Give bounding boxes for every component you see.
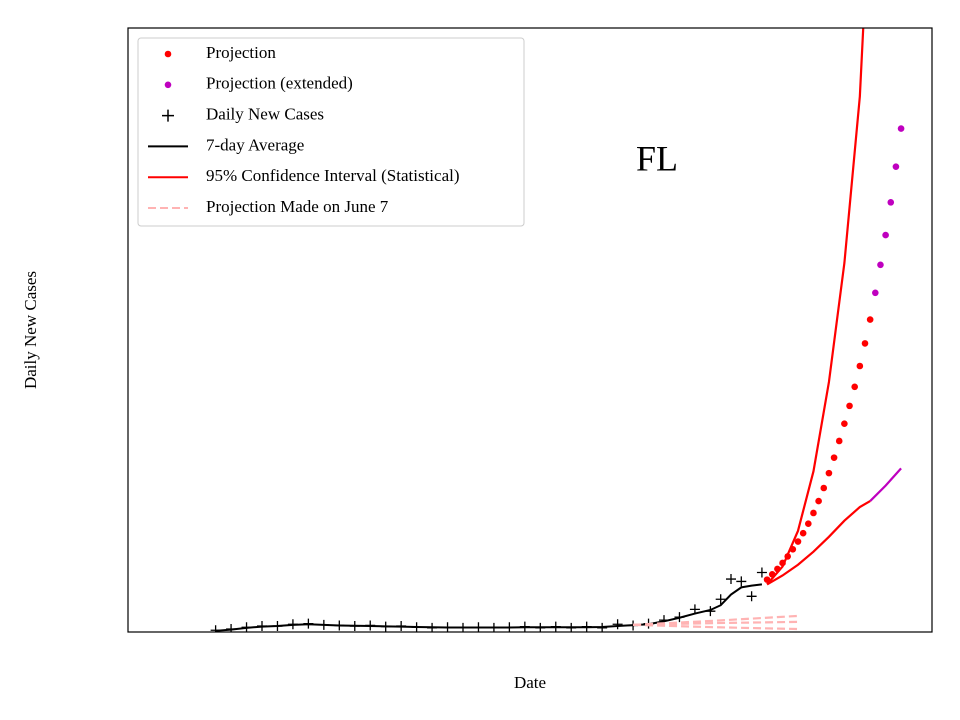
daily-case-marker <box>736 576 747 587</box>
projection-dot <box>846 402 853 410</box>
legend: Projection Projection (extended) Daily New… <box>137 37 525 227</box>
projection-dot <box>794 538 802 545</box>
daily-case-marker <box>726 574 736 585</box>
annotation: FL <box>636 138 678 178</box>
june7-projection-line <box>633 614 799 626</box>
projection-dot <box>835 437 843 445</box>
projection-dot <box>897 125 905 132</box>
projection-dot <box>841 420 848 428</box>
legend-label: Projection <box>206 43 276 62</box>
x-axis-label: Date <box>514 673 546 692</box>
projection-dot <box>815 497 822 505</box>
projection-dot <box>872 289 879 297</box>
y-axis-label: Daily New Cases <box>21 271 40 389</box>
ci-lower-line <box>869 467 902 502</box>
projection-dot <box>887 199 895 206</box>
plot-frame <box>127 27 933 633</box>
projection-dot <box>892 163 900 170</box>
legend-marker <box>162 109 174 122</box>
june7-projection-line <box>633 623 799 631</box>
legend-marker <box>164 50 172 58</box>
ci-upper-line <box>766 28 865 586</box>
projection-dot <box>882 231 889 239</box>
projection-dot <box>825 469 833 477</box>
projection-dot <box>877 261 884 269</box>
projection-dot <box>866 316 874 323</box>
plot-marks <box>210 28 905 632</box>
daily-case-marker <box>715 594 726 605</box>
ci-lower-line <box>766 500 871 586</box>
legend-label: 7-day Average <box>206 135 304 154</box>
legend-label: Projection (extended) <box>206 74 353 93</box>
projection-dot <box>856 362 864 370</box>
legend-label: Projection Made on June 7 <box>206 197 389 216</box>
legend-box <box>137 37 525 227</box>
projection-dot <box>861 340 869 347</box>
projection-dot <box>830 454 838 461</box>
projection-dot <box>820 484 828 492</box>
projection-dot <box>799 529 807 537</box>
daily-case-marker <box>612 619 623 630</box>
projection-dot <box>810 509 817 517</box>
legend-label: 95% Confidence Interval (Statistical) <box>206 166 460 185</box>
legend-label: Daily New Cases <box>206 105 324 124</box>
legend-marker <box>164 81 172 89</box>
daily-case-marker <box>746 591 757 602</box>
projection-dot <box>805 520 812 527</box>
projection-dot <box>851 383 858 391</box>
average-line <box>215 583 763 632</box>
daily-case-marker <box>756 567 767 578</box>
